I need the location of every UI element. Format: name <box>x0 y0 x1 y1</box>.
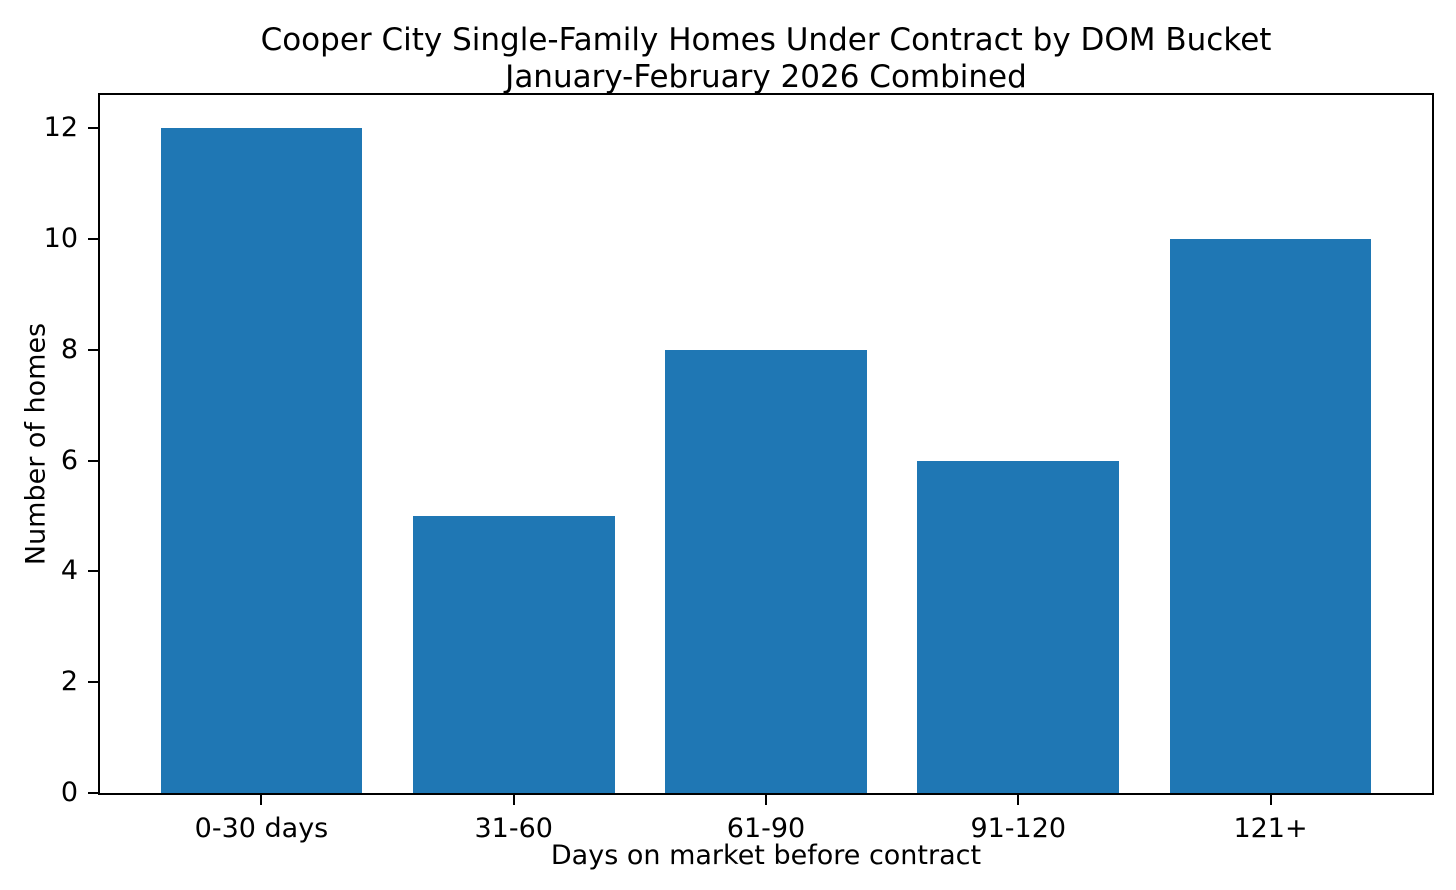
x-tick-mark <box>1017 795 1020 805</box>
y-tick-mark <box>88 238 98 241</box>
x-tick-mark <box>260 795 263 805</box>
y-tick-mark <box>88 792 98 794</box>
y-tick-label: 0 <box>60 777 78 808</box>
chart-title-line2: January-February 2026 Combined <box>505 58 1027 95</box>
x-tick-label: 31-60 <box>474 813 553 844</box>
x-tick-mark <box>512 795 515 805</box>
x-axis-label: Days on market before contract <box>550 840 982 871</box>
x-tick-mark <box>1269 795 1272 805</box>
y-tick-label: 8 <box>60 333 78 365</box>
y-tick-label: 6 <box>60 444 78 476</box>
x-tick-mark <box>765 795 767 805</box>
y-tick-mark <box>88 348 98 351</box>
y-tick-mark <box>88 570 98 573</box>
x-tick-label: 0-30 days <box>194 813 329 844</box>
chart-title: Cooper City Single-Family Homes Under Co… <box>98 22 1434 95</box>
y-tick-label: 10 <box>43 223 78 255</box>
y-tick-label: 2 <box>60 666 78 698</box>
y-tick-mark <box>88 127 98 130</box>
chart-title-line1: Cooper City Single-Family Homes Under Co… <box>260 22 1272 58</box>
y-tick-label: 4 <box>60 555 78 587</box>
bar-91-120 <box>917 460 1120 793</box>
y-tick-mark <box>88 681 98 684</box>
bar-61-90 <box>665 349 867 793</box>
bar-121- <box>1169 239 1372 793</box>
x-tick-label: 91-120 <box>970 813 1067 844</box>
y-tick-mark <box>88 459 98 462</box>
x-tick-label: 121+ <box>1233 813 1308 844</box>
bar-31-60 <box>412 516 615 793</box>
bar-0-30-days <box>160 128 363 793</box>
plot-area: 0 2 4 6 8 10 12 0-30 days 31-60 61-90 91-120 121+ <box>44 93 1434 844</box>
x-tick-label: 61-90 <box>726 813 806 844</box>
y-tick-label: 12 <box>43 112 78 144</box>
